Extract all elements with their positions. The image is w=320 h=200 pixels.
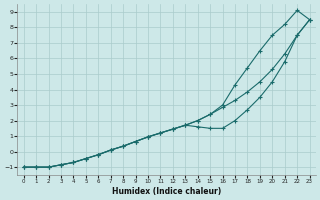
X-axis label: Humidex (Indice chaleur): Humidex (Indice chaleur) [112,187,221,196]
